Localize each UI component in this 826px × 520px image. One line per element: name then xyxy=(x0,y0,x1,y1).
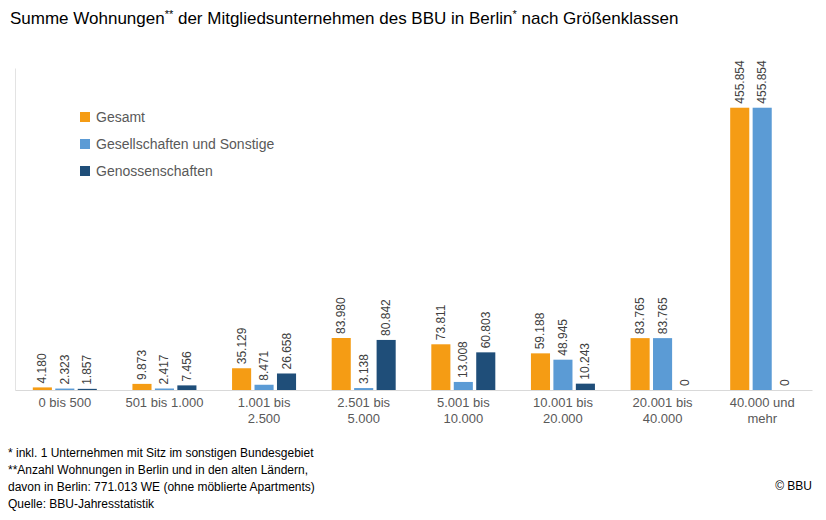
x-tick: 5.001 bis10.000 xyxy=(437,390,490,426)
data-label: 48.945 xyxy=(556,319,570,356)
bar xyxy=(177,385,196,390)
footnote: * inkl. 1 Unternehmen mit Sitz im sonsti… xyxy=(8,446,314,460)
data-label: 9.873 xyxy=(135,350,149,380)
data-label: 26.658 xyxy=(280,332,294,369)
title: Summe Wohnungen** der Mitgliedsunternehm… xyxy=(10,8,678,28)
legend-item: Genossenschaften xyxy=(80,163,213,179)
data-label: 455.854 xyxy=(733,60,747,104)
x-tick-label: 10.001 bis20.000 xyxy=(533,395,593,426)
data-label: 1.857 xyxy=(80,354,94,384)
data-label: 35.129 xyxy=(235,327,249,364)
data-label: 83.980 xyxy=(334,297,348,334)
x-tick: 2.501 bis5.000 xyxy=(337,390,390,426)
legend-swatch xyxy=(80,112,90,122)
bar xyxy=(753,108,772,390)
x-axis-line xyxy=(16,390,813,391)
x-tick-label: 2.501 bis5.000 xyxy=(337,395,390,426)
bar xyxy=(476,352,495,390)
x-tick: 10.001 bis20.000 xyxy=(533,390,593,426)
bar xyxy=(775,390,794,391)
legend-label: Gesellschaften und Sonstige xyxy=(96,136,274,152)
data-label: 73.811 xyxy=(434,304,448,340)
legend-swatch xyxy=(80,139,90,149)
bar xyxy=(553,360,572,390)
bar xyxy=(155,389,174,390)
x-tick-label: 40.000 undmehr xyxy=(730,395,795,426)
data-label: 59.188 xyxy=(533,312,547,349)
chart: Summe Wohnungen** der Mitgliedsunternehm… xyxy=(0,0,826,520)
data-label: 0 xyxy=(778,379,792,386)
bar xyxy=(232,368,251,390)
legend-item: Gesellschaften und Sonstige xyxy=(80,136,274,152)
data-label: 8.471 xyxy=(257,350,271,380)
bar xyxy=(431,344,450,390)
bar xyxy=(132,384,151,390)
legend-label: Gesamt xyxy=(96,109,145,125)
data-label: 83.765 xyxy=(633,297,647,334)
footnote: davon in Berlin: 771.013 WE (ohne möblie… xyxy=(8,480,315,494)
data-label: 0 xyxy=(678,379,692,386)
data-labels: 4.180 9.873 35.129 83.980 73.811 59.188 83.765… xyxy=(35,60,791,386)
data-label: 13.008 xyxy=(456,341,470,378)
data-label: 80.842 xyxy=(379,299,393,336)
x-tick-label: 501 bis 1.000 xyxy=(125,395,203,410)
bar xyxy=(55,389,74,390)
x-tick-label: 1.001 bis2.500 xyxy=(238,395,291,426)
bar xyxy=(631,338,650,390)
bar xyxy=(78,389,97,390)
x-axis: 0 bis 500 501 bis 1.000 1.001 bis2.500 2.50… xyxy=(16,390,813,426)
data-label: 3.138 xyxy=(357,354,371,384)
data-label: 83.765 xyxy=(656,297,670,334)
x-tick-label: 20.001 bis40.000 xyxy=(633,395,693,426)
legend: Gesamt Gesellschaften und Sonstige Genosse… xyxy=(80,109,274,179)
bar xyxy=(377,340,396,390)
y-axis-line xyxy=(15,69,16,391)
copyright: © BBU xyxy=(775,479,812,493)
bar xyxy=(675,390,694,391)
y-axis xyxy=(15,69,16,391)
legend-item: Gesamt xyxy=(80,109,145,125)
x-tick: 0 bis 500 xyxy=(38,390,91,410)
bar xyxy=(277,373,296,390)
legend-label: Genossenschaften xyxy=(96,163,213,179)
x-tick-label: 5.001 bis10.000 xyxy=(437,395,490,426)
x-tick: 20.001 bis40.000 xyxy=(633,390,693,426)
x-tick: 40.000 undmehr xyxy=(730,390,795,426)
bar xyxy=(354,388,373,390)
legend-swatch xyxy=(80,166,90,176)
bar xyxy=(33,387,52,390)
data-label: 10.243 xyxy=(578,343,592,380)
x-tick: 501 bis 1.000 xyxy=(125,390,203,410)
bar xyxy=(531,353,550,390)
data-label: 455.854 xyxy=(755,60,769,104)
data-label: 7.456 xyxy=(180,351,194,381)
bar xyxy=(576,384,595,390)
x-tick-label: 0 bis 500 xyxy=(38,395,91,410)
x-tick: 1.001 bis2.500 xyxy=(238,390,291,426)
data-label: 2.323 xyxy=(58,354,72,384)
data-label: 4.180 xyxy=(35,353,49,383)
footnote: **Anzahl Wohnungen in Berlin und in den … xyxy=(8,463,308,477)
footnote: Quelle: BBU-Jahresstatistik xyxy=(8,497,155,511)
bar xyxy=(653,338,672,390)
bars xyxy=(33,108,772,390)
data-label: 2.417 xyxy=(157,354,171,384)
bar xyxy=(332,338,351,390)
data-label: 60.803 xyxy=(479,311,493,348)
bar xyxy=(454,382,473,390)
bar xyxy=(255,385,274,390)
bar xyxy=(730,108,749,390)
